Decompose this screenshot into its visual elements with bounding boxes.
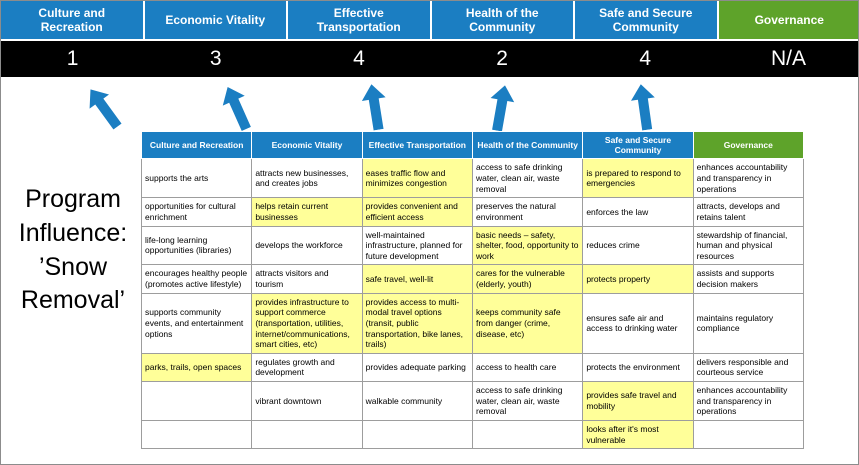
influence-matrix: Culture and Recreation Economic Vitality E… <box>140 130 805 450</box>
table-cell: well-maintained infrastructure, planned … <box>361 225 473 266</box>
table-cell: maintains regulatory compliance <box>692 292 805 354</box>
scoreboard-header: Governance <box>718 1 858 39</box>
scoreboard-header: Safe and Secure Community <box>575 1 717 39</box>
table-cell: protects property <box>582 264 694 294</box>
table-cell: protects the environment <box>582 352 694 383</box>
matrix-column-header: Health of the Community <box>471 130 584 160</box>
table-cell <box>140 381 253 421</box>
table-cell: is prepared to respond to emergencies <box>582 158 694 199</box>
table-cell: keeps community safe from danger (crime,… <box>471 292 584 354</box>
table-cell: develops the workforce <box>251 225 363 266</box>
table-cell: access to health care <box>471 352 584 383</box>
scoreboard-score: 4 <box>353 47 365 70</box>
table-cell: attracts visitors and tourism <box>251 264 363 294</box>
up-arrow-icon <box>490 85 515 132</box>
table-cell <box>251 419 363 450</box>
scoreboard-score: 3 <box>209 47 222 70</box>
table-cell: access to safe drinking water, clean air… <box>471 158 584 199</box>
table-cell <box>471 419 584 450</box>
scoreboard-scores: 1 3 4 2 4 N/A <box>1 41 858 77</box>
table-cell: helps retain current businesses <box>251 197 363 227</box>
table-cell: delivers responsible and courteous servi… <box>692 352 805 383</box>
table-cell: life-long learning opportunities (librar… <box>140 225 253 266</box>
table-cell <box>140 419 253 450</box>
table-cell: enhances accountability and transparency… <box>692 158 805 199</box>
table-row: life-long learning opportunities (librar… <box>140 225 805 266</box>
table-cell: preserves the natural environment <box>471 197 584 227</box>
table-cell: walkable community <box>361 381 473 421</box>
matrix-column-header: Safe and Secure Community <box>582 130 694 160</box>
scoreboard-header: Economic Vitality <box>144 1 286 39</box>
up-arrow-icon <box>222 86 251 132</box>
scoreboard-score: 4 <box>639 47 652 70</box>
up-arrow-icon <box>361 84 386 131</box>
table-cell: provides access to multi-modal travel op… <box>361 292 473 354</box>
scoreboard-headers: Culture and Recreation Economic Vitality E… <box>1 1 858 39</box>
table-row: parks, trails, open spaces regulates grow… <box>140 352 805 383</box>
table-cell: provides safe travel and mobility <box>582 381 694 421</box>
table-cell: provides infrastructure to support comme… <box>251 292 363 354</box>
table-row: vibrant downtown walkable community access… <box>140 381 805 421</box>
table-cell: ensures safe air and access to drinking … <box>582 292 694 354</box>
up-arrow-icon <box>89 89 122 130</box>
table-cell: attracts, develops and retains talent <box>692 197 805 227</box>
matrix-body: supports the arts attracts new businesses… <box>140 158 805 450</box>
table-cell: encourages healthy people (promotes acti… <box>140 264 253 294</box>
table-cell: supports community events, and entertain… <box>140 292 253 354</box>
table-cell: looks after it's most vulnerable <box>582 419 694 450</box>
table-cell: opportunities for cultural enrichment <box>140 197 253 227</box>
table-row: encourages healthy people (promotes acti… <box>140 264 805 294</box>
matrix-column-header: Effective Transportation <box>361 130 473 160</box>
table-row: supports the arts attracts new businesses… <box>140 158 805 199</box>
table-cell: parks, trails, open spaces <box>140 352 253 383</box>
program-influence-label: Program Influence: ’Snow Removal’ <box>18 185 128 315</box>
table-cell: reduces crime <box>582 225 694 266</box>
table-cell: attracts new businesses, and creates job… <box>251 158 363 199</box>
table-cell: stewardship of financial, human and phys… <box>692 225 805 266</box>
table-cell: regulates growth and development <box>251 352 363 383</box>
matrix-header-row: Culture and Recreation Economic Vitality E… <box>140 130 805 160</box>
up-arrow-icon <box>631 84 655 131</box>
matrix-column-header: Governance <box>692 130 805 160</box>
table-cell: supports the arts <box>140 158 253 199</box>
matrix-column-header: Culture and Recreation <box>140 130 253 160</box>
table-cell: eases traffic flow and minimizes congest… <box>361 158 473 199</box>
scoreboard-header: Effective Transportation <box>288 1 430 39</box>
scoreboard-header: Culture and Recreation <box>1 1 143 39</box>
table-cell: vibrant downtown <box>251 381 363 421</box>
table-cell <box>692 419 805 450</box>
table-cell: provides adequate parking <box>361 352 473 383</box>
scoreboard-header: Health of the Community <box>431 1 573 39</box>
table-row: supports community events, and entertain… <box>140 292 805 354</box>
table-cell: cares for the vulnerable (elderly, youth… <box>471 264 584 294</box>
table-row: opportunities for cultural enrichment hel… <box>140 197 805 227</box>
scoreboard-score: 2 <box>496 47 508 70</box>
table-cell: basic needs – safety, shelter, food, opp… <box>471 225 584 266</box>
table-cell: assists and supports decision makers <box>692 264 805 294</box>
table-row: looks after it's most vulnerable <box>140 419 805 450</box>
scoreboard-score: 1 <box>66 47 79 70</box>
table-cell: enforces the law <box>582 197 694 227</box>
scoreboard-score: N/A <box>770 47 806 70</box>
matrix-column-header: Economic Vitality <box>251 130 363 160</box>
table-cell: provides convenient and efficient access <box>361 197 473 227</box>
table-cell <box>361 419 473 450</box>
table-cell: enhances accountability and transparency… <box>692 381 805 421</box>
table-cell: safe travel, well-lit <box>361 264 473 294</box>
table-cell: access to safe drinking water, clean air… <box>471 381 584 421</box>
